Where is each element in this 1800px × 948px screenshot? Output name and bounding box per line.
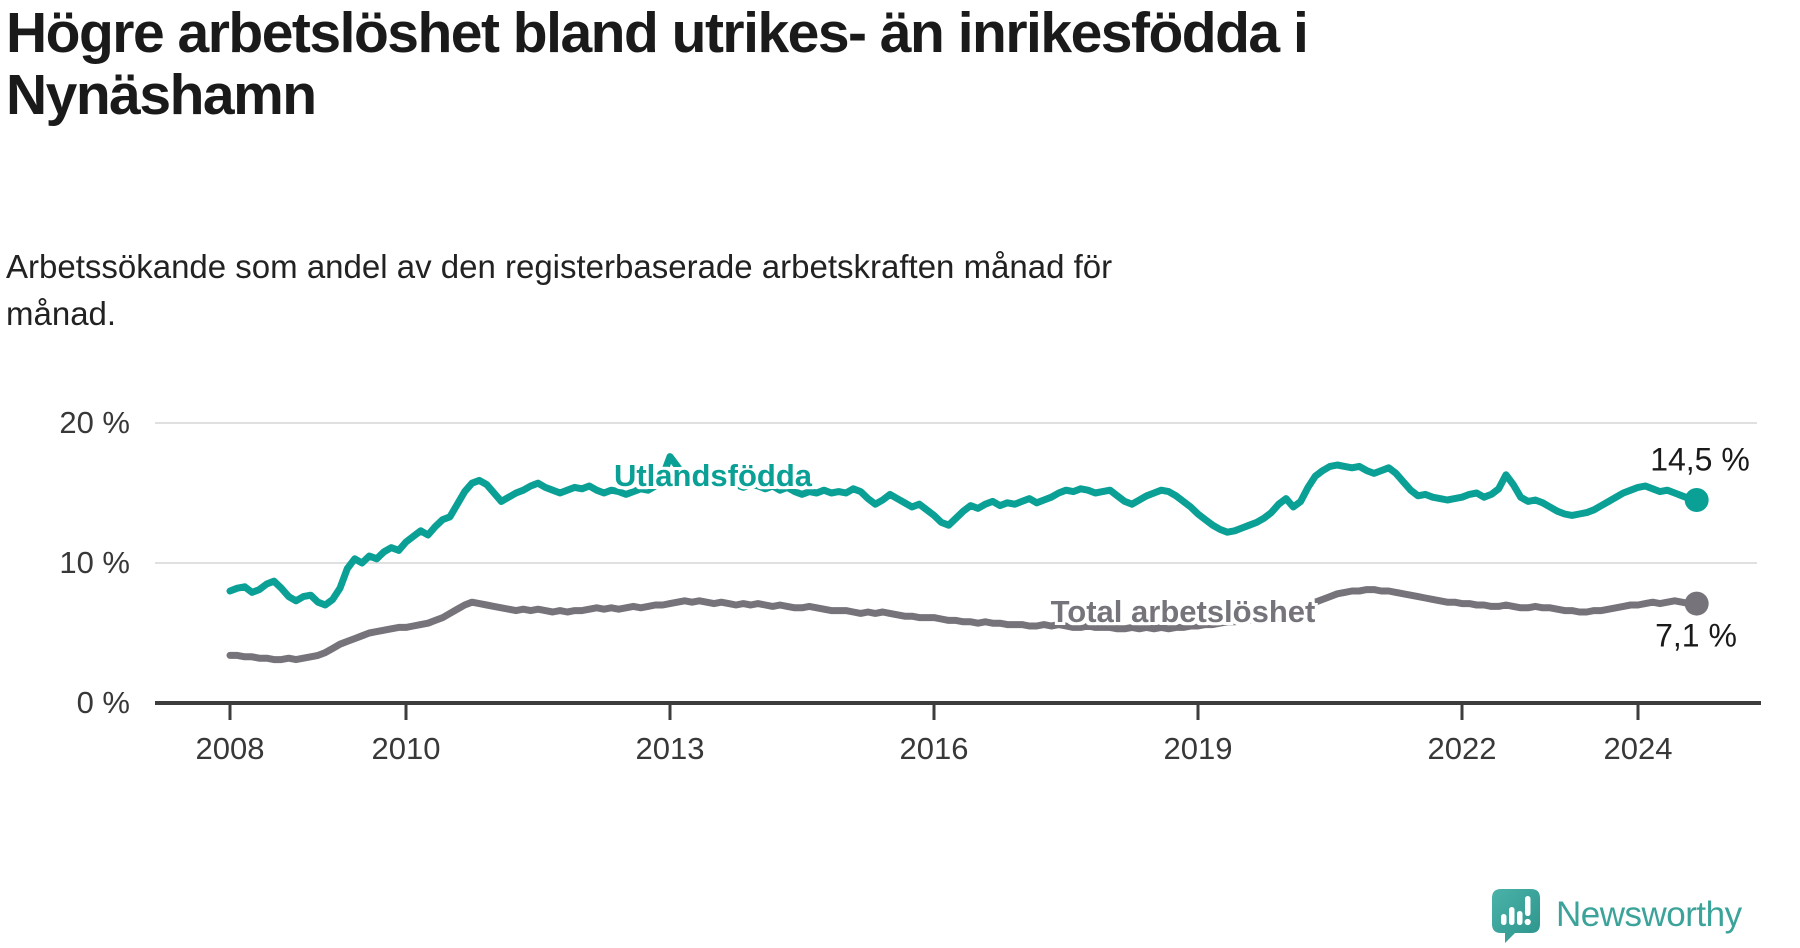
page-title: Högre arbetslöshet bland utrikes- än inr… — [6, 2, 1646, 126]
chart-subtitle: Arbetssökande som andel av den registerb… — [6, 243, 1566, 337]
newsworthy-logo: Newsworthy — [1490, 886, 1742, 944]
title-line-2: Nynäshamn — [6, 63, 317, 127]
exclamation-dot — [1524, 918, 1531, 925]
newsworthy-speech-bubble-icon — [1492, 888, 1540, 943]
x-tick-label: 2008 — [195, 731, 265, 766]
x-tick-label: 2013 — [635, 731, 705, 766]
end-value-label-utlandsfodda: 14,5 % — [1650, 441, 1750, 478]
end-value-label-total: 7,1 % — [1655, 617, 1737, 654]
bar-3 — [1517, 910, 1523, 925]
series-label-utlandsfodda: Utlandsfödda — [613, 458, 813, 493]
subtitle-line-1: Arbetssökande som andel av den registerb… — [6, 248, 1113, 285]
y-tick-label: 20 % — [59, 405, 130, 440]
x-tick-label: 2022 — [1427, 731, 1497, 766]
x-tick-label: 2024 — [1603, 731, 1673, 766]
logo-wordmark: Newsworthy — [1556, 895, 1742, 934]
subtitle-line-2: månad. — [6, 295, 117, 332]
bar-1 — [1501, 913, 1507, 925]
exclamation-bar — [1525, 895, 1531, 916]
series-label-total-arbetsloshet: Total arbetslöshet — [1050, 594, 1316, 629]
title-line-1: Högre arbetslöshet bland utrikes- än inr… — [6, 1, 1309, 65]
bar-2 — [1509, 906, 1515, 925]
x-tick-label: 2010 — [371, 731, 441, 766]
x-tick-label: 2016 — [899, 731, 969, 766]
y-tick-label: 10 % — [59, 545, 130, 580]
y-tick-label: 0 % — [76, 685, 130, 720]
x-tick-label: 2019 — [1163, 731, 1233, 766]
